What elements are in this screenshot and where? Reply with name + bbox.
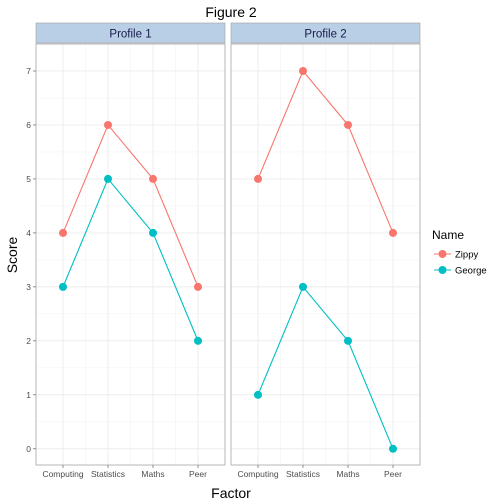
- legend-title: Name: [432, 228, 464, 242]
- x-tick-label: Statistics: [91, 469, 125, 479]
- panel-strip: [35, 22, 226, 44]
- data-point-george: [149, 228, 157, 237]
- data-point-george: [299, 282, 307, 291]
- y-tick-label: 3: [26, 282, 31, 292]
- y-tick-label: 4: [26, 228, 31, 238]
- legend-key-point-george: [438, 266, 447, 274]
- data-point-zippy: [149, 174, 157, 183]
- data-point-zippy: [254, 174, 262, 183]
- series-line-zippy: [257, 69, 394, 234]
- legend-label-zippy: Zippy: [455, 250, 478, 261]
- panel-border: [35, 43, 226, 466]
- data-point-zippy: [344, 120, 352, 129]
- data-point-zippy: [194, 282, 202, 291]
- data-point-zippy: [389, 228, 397, 237]
- x-tick-label: Statistics: [286, 469, 320, 479]
- series-line-george: [62, 177, 199, 342]
- legend-key-point-zippy: [438, 250, 447, 258]
- panel-1: Profile 1 Computing Statistics Maths Peer: [35, 22, 226, 479]
- legend: Name Zippy George: [432, 228, 487, 277]
- series-line-zippy: [62, 123, 199, 288]
- y-tick-label: 5: [26, 174, 31, 184]
- x-tick-label: Computing: [237, 469, 278, 479]
- y-axis: 0 1 2 3 4 5 6 7: [26, 66, 36, 454]
- data-point-george: [254, 390, 262, 399]
- x-tick-label: Maths: [141, 469, 164, 479]
- data-point-zippy: [59, 228, 67, 237]
- x-axis-title: Factor: [211, 485, 251, 501]
- panel-strip-label: Profile 2: [304, 29, 346, 41]
- x-tick-label: Maths: [336, 469, 359, 479]
- series-line-george: [257, 285, 394, 450]
- data-point-george: [344, 336, 352, 345]
- panel-strip: [230, 22, 421, 44]
- y-tick-label: 0: [26, 444, 31, 454]
- chart-title: Figure 2: [205, 4, 257, 20]
- y-tick-label: 2: [26, 336, 31, 346]
- legend-label-george: George: [455, 266, 487, 277]
- y-axis-title: Score: [4, 237, 20, 274]
- data-point-george: [389, 444, 397, 453]
- data-point-zippy: [104, 120, 112, 129]
- x-tick-label: Computing: [42, 469, 83, 479]
- data-point-george: [104, 174, 112, 183]
- data-point-george: [194, 336, 202, 345]
- panel-border: [230, 43, 421, 466]
- panel-2: Profile 2 Computing Statistics Maths Peer: [230, 22, 421, 479]
- data-point-george: [59, 282, 67, 291]
- x-tick-label: Peer: [189, 469, 207, 479]
- y-tick-label: 7: [26, 66, 31, 76]
- data-point-zippy: [299, 66, 307, 75]
- y-tick-label: 1: [26, 390, 31, 400]
- panel-strip-label: Profile 1: [109, 29, 151, 41]
- x-tick-label: Peer: [384, 469, 402, 479]
- y-tick-label: 6: [26, 120, 31, 130]
